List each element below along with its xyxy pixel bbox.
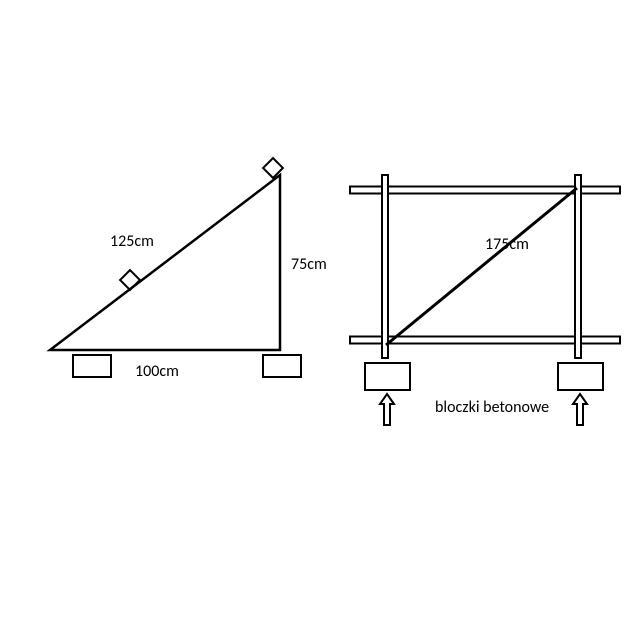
diagonal-label: 175cm [485,235,529,254]
arrow-up-right-icon [573,394,587,425]
concrete-block-right [558,363,603,390]
hypotenuse-label: 125cm [110,232,154,251]
diagonal-brace [386,188,577,345]
block-left [73,355,111,377]
block-right [263,355,301,377]
triangle-frame [50,175,280,350]
height-label: 75cm [291,255,327,274]
right-plan-view [350,175,620,425]
left-side-view [50,158,301,377]
arrow-up-left-icon [380,394,394,425]
upright-right [575,175,581,358]
clamp-bottom-icon [120,270,140,290]
base-label: 100cm [135,362,179,381]
diagram-canvas [0,0,640,640]
blocks-caption: bloczki betonowe [435,398,549,417]
concrete-block-left [365,363,410,390]
upright-left [382,175,388,358]
